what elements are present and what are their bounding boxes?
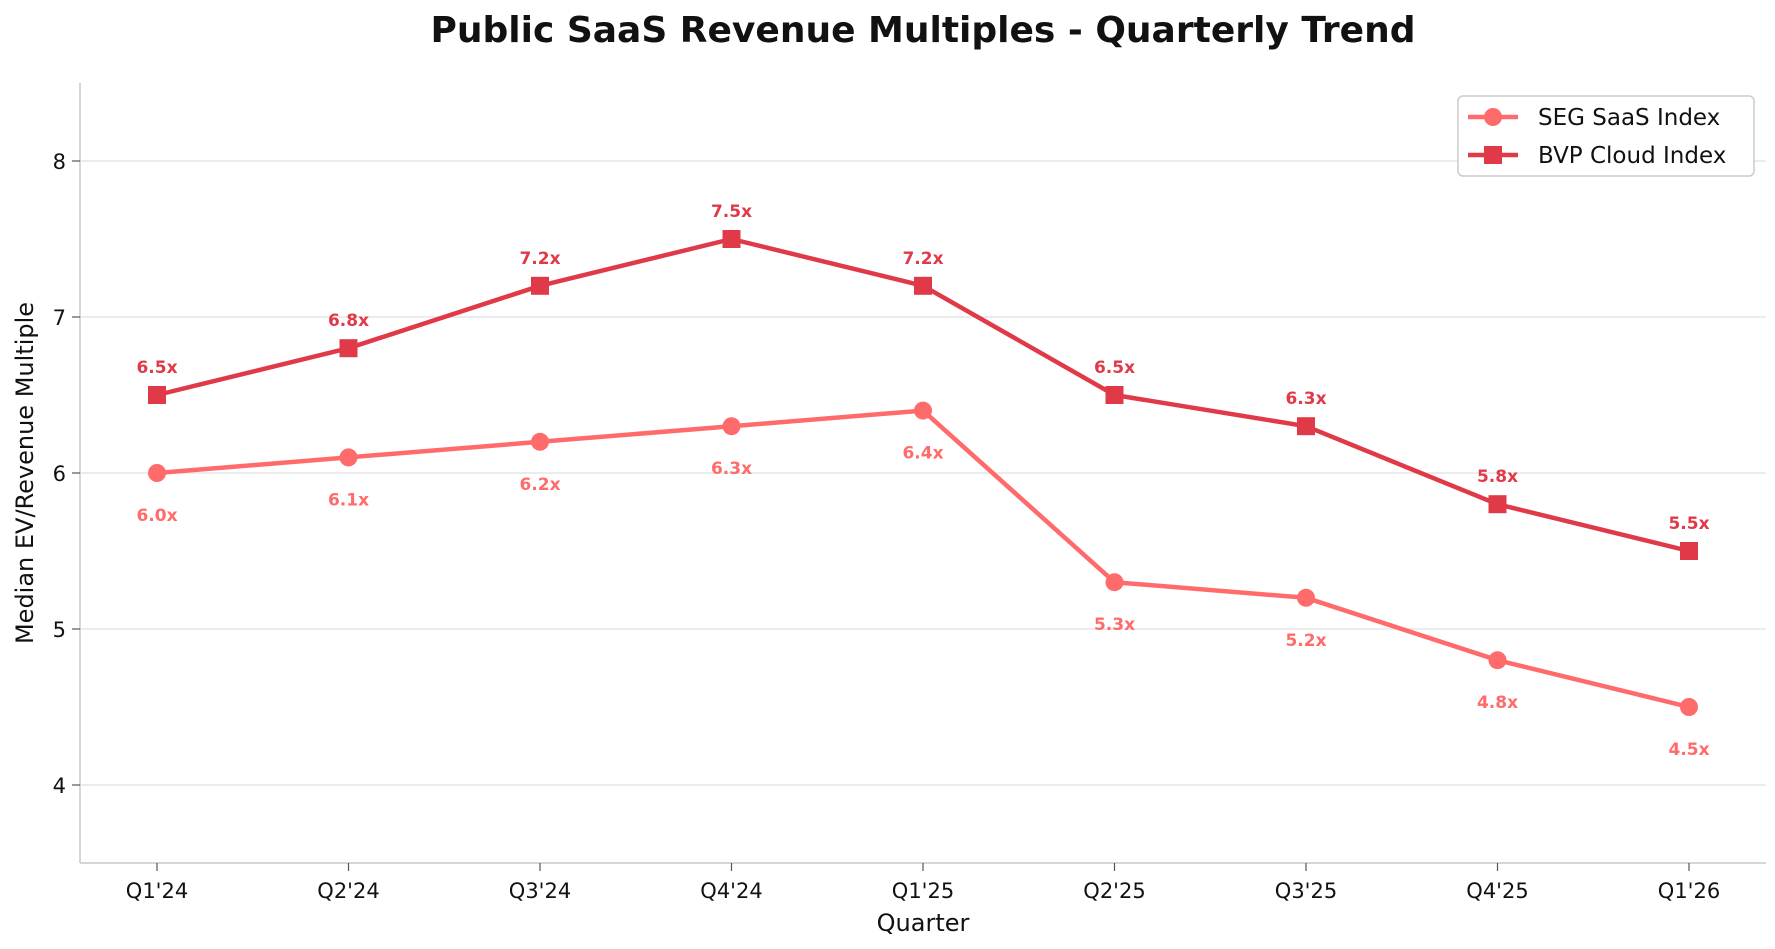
series-0-point-2 [531,432,549,451]
series-1-point-6 [1297,417,1315,436]
series-0-data-label-6: 5.2x [1285,631,1326,651]
y-ticks: 4 5 6 7 8 [53,150,80,798]
series-0-data-label-4: 6.4x [902,444,943,464]
series-0-point-7 [1488,651,1507,670]
series-0-point-3 [722,417,741,436]
legend-marker-bvp [1484,146,1502,164]
x-tick-label-3: Q4'24 [700,879,762,903]
series-0-data-label-8: 4.5x [1668,740,1709,760]
series-1-data-label-6: 6.3x [1285,389,1326,409]
y-tick-label-5: 5 [53,618,66,642]
series-1-point-2 [531,276,549,295]
series-1-point-0 [148,386,166,404]
legend: SEG SaaS Index BVP Cloud Index [1457,95,1755,177]
y-axis-label: Median EV/Revenue Multiple [11,302,39,644]
legend-marker-seg [1484,108,1502,126]
legend-box [1457,95,1755,177]
series-1-data-label-8: 5.5x [1668,514,1709,534]
chart-title: Public SaaS Revenue Multiples - Quarterl… [430,10,1415,51]
series-1-point-8 [1680,542,1698,560]
series-0-point-6 [1297,588,1315,607]
series-1-data-label-3: 7.5x [711,202,752,222]
series-0-point-8 [1680,698,1698,716]
series-1-point-7 [1488,495,1507,514]
x-tick-label-1: Q2'24 [317,879,379,903]
gridlines [80,160,1766,786]
series-0-data-label-0: 6.0x [136,506,177,526]
legend-label-seg: SEG SaaS Index [1538,105,1720,131]
y-tick-label-7: 7 [53,306,66,330]
series-0-point-5 [1105,573,1124,592]
series-1-point-5 [1105,386,1124,404]
x-tick-label-7: Q4'25 [1466,879,1528,903]
x-axis-label: Quarter [877,909,970,937]
series-1-data-label-1: 6.8x [328,311,369,331]
x-tick-label-5: Q2'25 [1083,879,1145,903]
series-1-point-1 [339,339,358,358]
y-tick-label-6: 6 [53,462,66,486]
series-1-data-label-0: 6.5x [136,358,177,378]
series-1-point-3 [722,230,741,248]
series-0-data-label-7: 4.8x [1477,693,1518,713]
series-0-data-label-3: 6.3x [711,459,752,479]
series-0-point-0 [148,464,166,482]
series-0-data-label-1: 6.1x [328,490,369,510]
series-1-data-label-4: 7.2x [902,249,943,269]
x-tick-label-8: Q1'26 [1658,879,1720,903]
series-0-point-4 [914,401,932,420]
data-labels-layer: 6.0x 6.1x 6.2x 6.3x 6.4x 5.3x 5.2x 4.8x 4.5x 6.5x… [136,202,1709,760]
series-1-point-4 [914,276,932,295]
series-0-point-1 [339,448,358,467]
series-1-data-label-2: 7.2x [519,249,560,269]
y-tick-label-8: 8 [53,150,66,174]
series-layer [148,230,1698,716]
series-1-data-label-5: 6.5x [1094,358,1135,378]
x-ticks: Q1'24 Q2'24 Q3'24 Q4'24 Q1'25 Q2'25 Q3'25 Q4'25… [126,863,1720,903]
series-1-data-label-7: 5.8x [1477,467,1518,487]
series-0-data-label-5: 5.3x [1094,615,1135,635]
y-tick-label-4: 4 [53,774,66,798]
x-tick-label-0: Q1'24 [126,879,188,903]
x-tick-label-4: Q1'25 [892,879,954,903]
x-tick-label-2: Q3'24 [509,879,571,903]
legend-label-bvp: BVP Cloud Index [1538,143,1726,169]
x-tick-label-6: Q3'25 [1275,879,1337,903]
series-0-data-label-2: 6.2x [519,475,560,495]
